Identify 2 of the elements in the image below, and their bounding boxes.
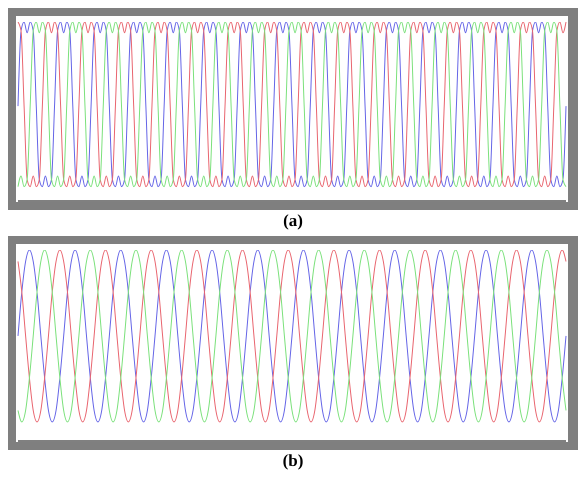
text: (b) [282, 450, 304, 472]
text: (a) [282, 210, 304, 232]
